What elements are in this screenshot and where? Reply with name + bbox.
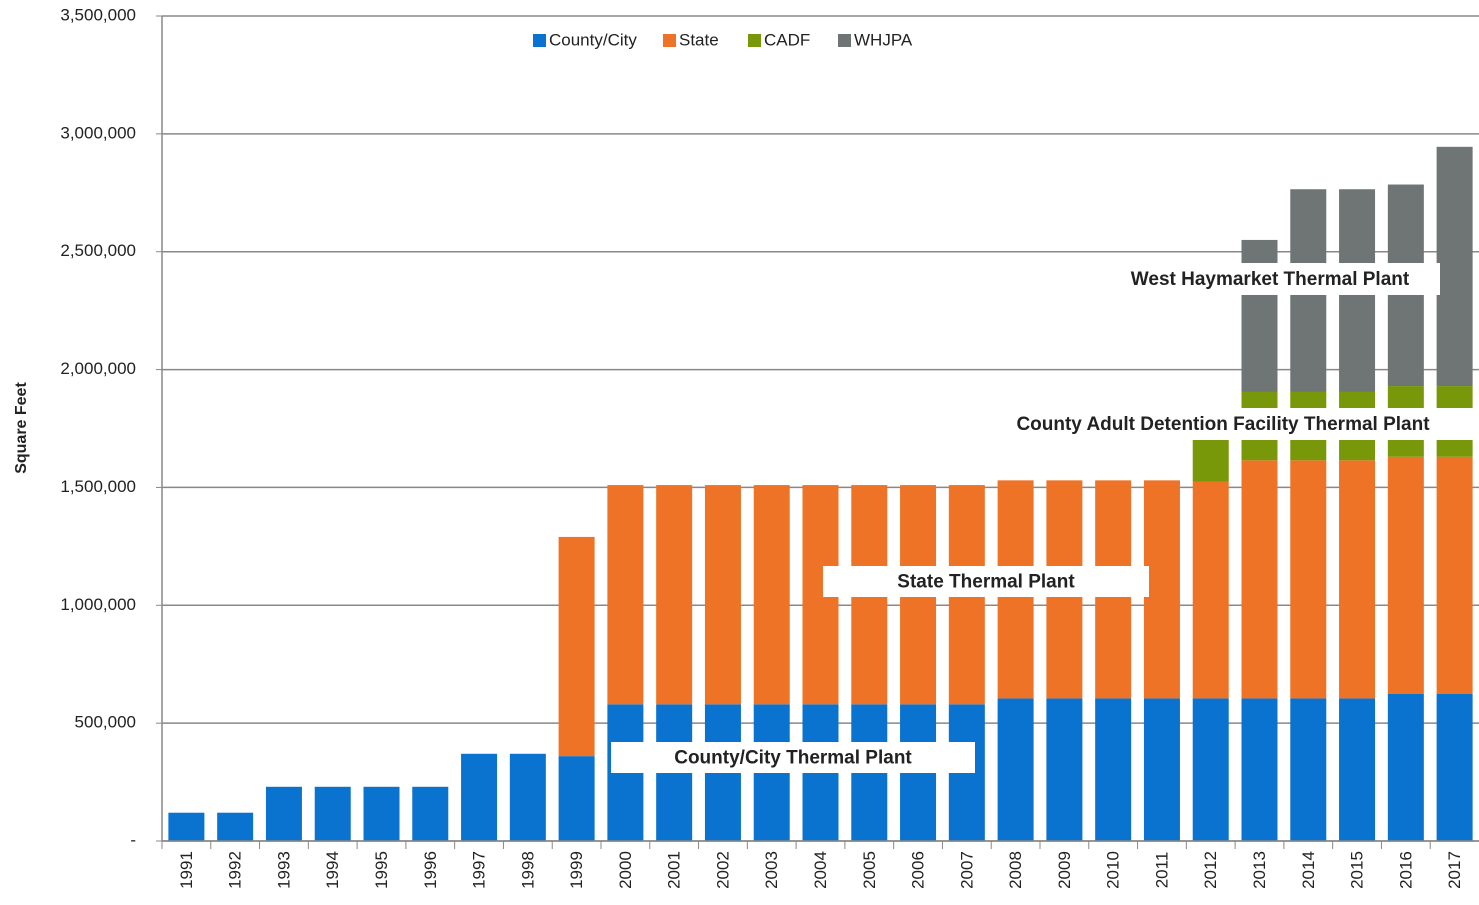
bar-segment <box>314 786 351 841</box>
y-tick-label: - <box>130 830 136 849</box>
x-tick-label: 2000 <box>616 851 635 889</box>
x-tick-label: 1992 <box>226 851 245 889</box>
x-tick-label: 1993 <box>274 851 293 889</box>
bar-segment <box>363 786 400 841</box>
bar-segment <box>1095 698 1132 841</box>
x-tick-label: 2009 <box>1055 851 1074 889</box>
x-tick-label: 2016 <box>1396 851 1415 889</box>
bar-segment <box>1339 698 1376 841</box>
bar-segment <box>1436 456 1473 694</box>
bar-segment <box>656 485 693 705</box>
x-tick-label: 2006 <box>909 851 928 889</box>
x-tick-label: 2003 <box>762 851 781 889</box>
annotation: County/City Thermal Plant <box>674 748 912 769</box>
bar-segment <box>753 485 790 705</box>
y-tick-label: 1,500,000 <box>60 477 136 496</box>
y-tick-label: 3,500,000 <box>60 5 136 24</box>
legend-swatch <box>748 34 761 47</box>
x-tick-label: 2017 <box>1445 851 1464 889</box>
bar-segment <box>1290 460 1327 699</box>
annotation-box <box>972 408 1474 440</box>
annotation-box <box>611 742 975 773</box>
x-tick-label: 1997 <box>470 851 489 889</box>
legend-label: CADF <box>764 30 810 49</box>
bar-segment <box>1143 698 1180 841</box>
annotation-box <box>1100 263 1440 295</box>
x-tick-label: 1998 <box>518 851 537 889</box>
bar-segment <box>412 786 449 841</box>
x-tick-label: 2012 <box>1201 851 1220 889</box>
bar-segment <box>217 812 254 841</box>
x-tick-label: 2013 <box>1250 851 1269 889</box>
x-tick-label: 2015 <box>1348 851 1367 889</box>
x-tick-label: 1994 <box>323 851 342 889</box>
y-axis-label: Square Feet <box>13 382 30 474</box>
bar-segment <box>168 812 205 841</box>
x-tick-label: 2007 <box>957 851 976 889</box>
bar-segment <box>1436 693 1473 841</box>
bar-segment <box>1339 460 1376 699</box>
x-tick-label: 2004 <box>811 851 830 889</box>
bar-segment <box>558 756 595 841</box>
legend-label: County/City <box>549 30 637 49</box>
bar-segment <box>509 753 546 841</box>
bar-segment <box>704 485 741 705</box>
bar-segment <box>1241 239 1278 392</box>
bar-segment <box>1387 456 1424 694</box>
x-tick-label: 2002 <box>713 851 732 889</box>
legend-swatch <box>663 34 676 47</box>
y-tick-label: 500,000 <box>75 713 136 732</box>
x-tick-label: 2014 <box>1299 851 1318 889</box>
bar-segment <box>1192 481 1229 699</box>
bar-segment <box>997 698 1034 841</box>
x-tick-label: 1996 <box>421 851 440 889</box>
annotation-box <box>823 566 1149 597</box>
legend-swatch <box>533 34 546 47</box>
bar-segment <box>1241 460 1278 699</box>
legend-swatch <box>838 34 851 47</box>
bar-segment <box>1290 698 1327 841</box>
bar-segment <box>607 485 644 705</box>
x-tick-label: 2008 <box>1006 851 1025 889</box>
legend-label: State <box>679 30 719 49</box>
y-tick-label: 1,000,000 <box>60 595 136 614</box>
x-tick-label: 1991 <box>177 851 196 889</box>
bar-segment <box>1143 480 1180 699</box>
bar-segment <box>1387 693 1424 841</box>
bar-segment <box>265 786 302 841</box>
x-tick-label: 2005 <box>860 851 879 889</box>
y-tick-label: 3,000,000 <box>60 123 136 142</box>
bar-segment <box>461 753 498 841</box>
x-tick-label: 1995 <box>372 851 391 889</box>
bar-segment <box>1192 439 1229 482</box>
bar-segment <box>1046 698 1083 841</box>
annotation: County Adult Detention Facility Thermal … <box>1016 414 1430 435</box>
bar-segment <box>558 536 595 757</box>
bar-segment <box>1241 698 1278 841</box>
x-tick-label: 2011 <box>1152 852 1171 889</box>
legend-label: WHJPA <box>854 30 913 49</box>
annotation: West Haymarket Thermal Plant <box>1131 269 1410 290</box>
bar-segment <box>1436 146 1473 387</box>
y-tick-label: 2,500,000 <box>60 241 136 260</box>
annotation: State Thermal Plant <box>897 572 1075 593</box>
x-tick-label: 2010 <box>1104 851 1123 889</box>
x-tick-label: 1999 <box>567 851 586 889</box>
bar-segment <box>1192 698 1229 841</box>
y-tick-label: 2,000,000 <box>60 359 136 378</box>
x-tick-label: 2001 <box>665 851 684 889</box>
